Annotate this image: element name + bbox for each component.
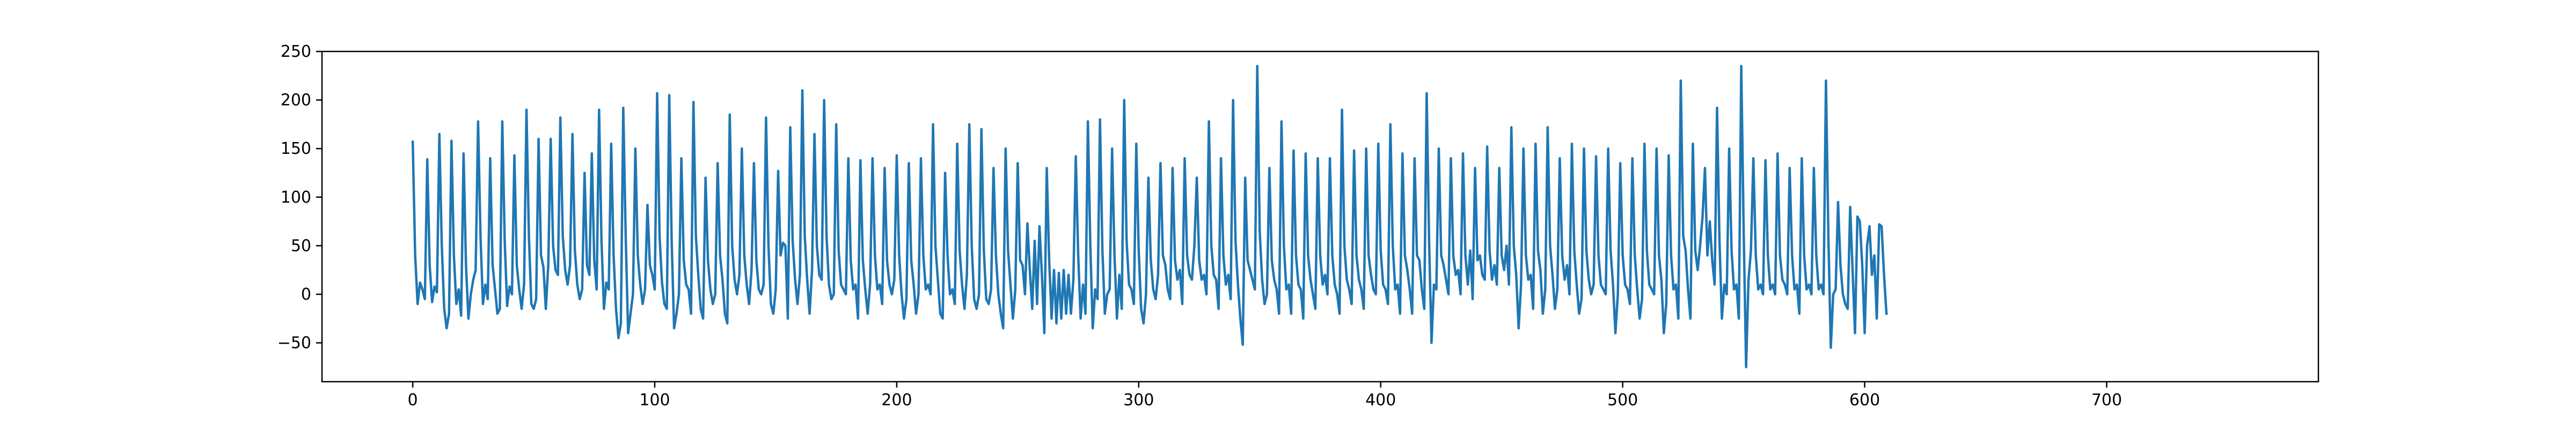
x-tick-label: 200 <box>881 391 912 410</box>
x-tick-label: 500 <box>1607 391 1638 410</box>
y-tick-label: 250 <box>281 42 311 61</box>
y-tick-label: 0 <box>301 285 311 304</box>
y-axis: −50 0 50 100 150 200 250 <box>277 42 322 353</box>
y-tick-label: 200 <box>281 91 311 110</box>
x-tick-label: 0 <box>408 391 418 410</box>
series-line-0 <box>411 64 1888 369</box>
y-tick-label: 150 <box>281 139 311 158</box>
y-tick-label: 100 <box>281 188 311 207</box>
x-tick-label: 600 <box>1849 391 1880 410</box>
x-tick-label: 300 <box>1123 391 1154 410</box>
plot-frame <box>321 50 2319 383</box>
x-tick-label: 700 <box>2091 391 2122 410</box>
x-tick-label: 400 <box>1365 391 1396 410</box>
x-tick-label: 100 <box>639 391 670 410</box>
y-tick-label: −50 <box>277 334 311 353</box>
series-layer <box>411 64 1888 369</box>
x-axis: 0 100 200 300 400 500 600 700 <box>408 382 2122 410</box>
y-tick-label: 50 <box>291 236 311 255</box>
